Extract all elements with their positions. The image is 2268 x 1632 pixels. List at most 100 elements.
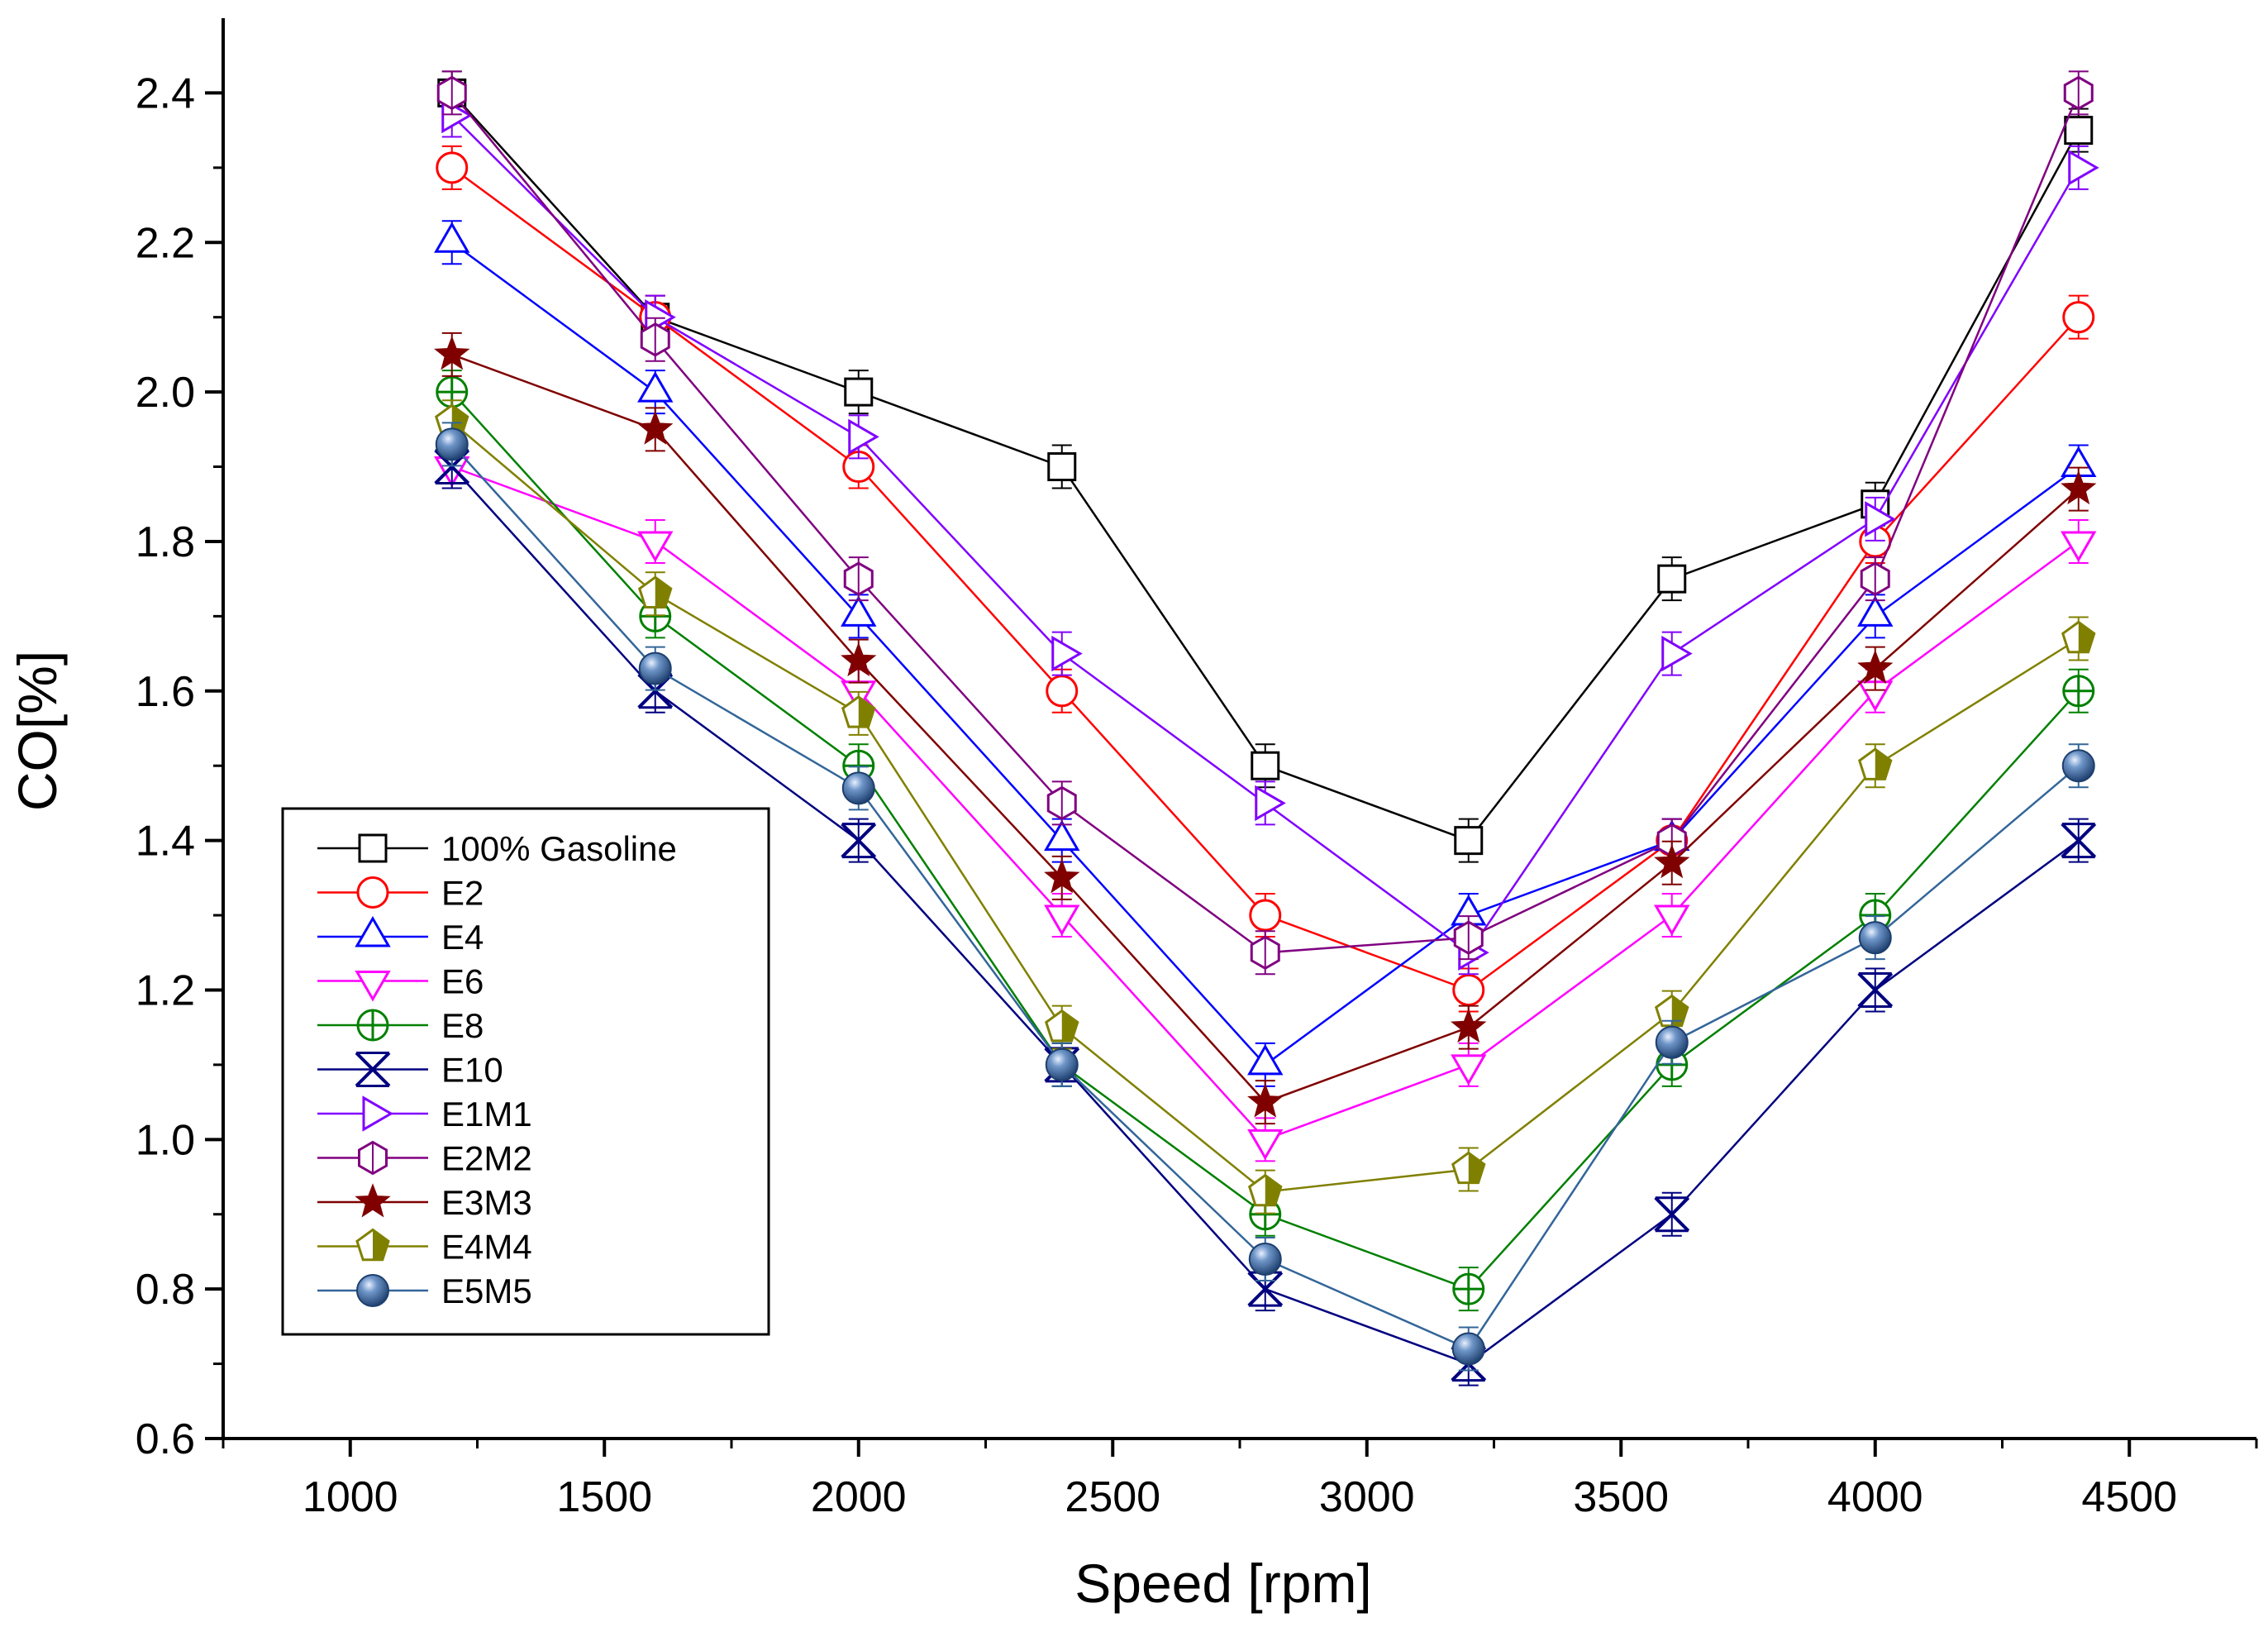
legend-marker — [356, 876, 389, 909]
legend-marker — [355, 971, 391, 1002]
data-point — [1661, 635, 1693, 672]
series-e6 — [434, 444, 2097, 1162]
series-e2m2 — [436, 70, 2094, 976]
legend-label: E4M4 — [441, 1228, 532, 1267]
data-point — [1248, 1242, 1282, 1276]
legend-marker — [355, 916, 391, 947]
data-point — [841, 695, 876, 728]
legend-label: E10 — [441, 1051, 503, 1090]
legend-item-e2m2: E2M2 — [317, 1139, 532, 1178]
x-axis-title: Speed [rpm] — [1074, 1553, 1372, 1614]
data-point — [1454, 826, 1484, 856]
data-point — [2061, 531, 2097, 562]
legend: 100% Gasoline E2 E4 E6 E8 E10 E1M1 E2M2 E3M3 E4M4… — [281, 807, 770, 1336]
y-tick-label: 1.2 — [136, 966, 195, 1014]
data-point — [1655, 1025, 1689, 1059]
data-point — [2064, 116, 2094, 146]
y-tick-label: 1.4 — [136, 818, 195, 866]
y-tick-label: 1.6 — [136, 668, 195, 716]
x-tick-label: 1500 — [556, 1473, 652, 1521]
legend-marker — [358, 1140, 388, 1176]
data-point — [1654, 843, 1690, 879]
data-point — [1044, 904, 1080, 937]
legend-label: 100% Gasoline — [441, 829, 677, 868]
data-point — [1451, 1151, 1486, 1185]
data-point — [434, 336, 470, 370]
legend-label: E4 — [441, 918, 484, 957]
data-point — [1255, 785, 1286, 822]
data-point — [1047, 452, 1077, 482]
x-tick-label: 4000 — [1827, 1473, 1923, 1521]
series-e4m4 — [434, 399, 2096, 1214]
data-point — [638, 651, 672, 685]
legend-label: E6 — [441, 962, 484, 1001]
data-point — [640, 322, 670, 357]
data-point — [1453, 920, 1484, 955]
legend-label: E5M5 — [441, 1272, 532, 1310]
x-axis-ticks: 1000 1500 2000 2500 3000 3500 4000 4500 — [222, 1439, 2258, 1521]
data-point — [1857, 649, 1894, 685]
series-line-100pct-gasoline — [450, 92, 2080, 842]
data-point — [1247, 1083, 1284, 1118]
data-point — [1657, 564, 1687, 594]
legend-item-100pct-gasoline: 100% Gasoline — [317, 829, 677, 868]
y-tick-label: 2.4 — [136, 69, 195, 117]
data-point — [436, 151, 469, 184]
data-point — [434, 222, 470, 253]
data-point — [2061, 470, 2097, 505]
data-point — [1247, 1173, 1283, 1207]
data-point — [637, 371, 674, 403]
series-e5m5 — [435, 422, 2095, 1372]
data-point — [436, 75, 467, 111]
data-point — [1452, 973, 1485, 1006]
data-point — [1857, 747, 1893, 780]
legend-item-e6: E6 — [317, 962, 484, 1002]
data-point — [1045, 1047, 1079, 1081]
data-point — [1865, 501, 1896, 537]
data-point — [2062, 675, 2095, 708]
data-point — [1249, 899, 1282, 932]
y-tick-label: 2.0 — [136, 369, 195, 417]
legend-item-e8: E8 — [317, 1006, 484, 1045]
data-point — [841, 823, 877, 859]
legend-marker — [356, 1009, 389, 1042]
legend-item-e4: E4 — [317, 916, 484, 957]
legend-marker — [358, 833, 388, 863]
data-point — [1251, 751, 1280, 780]
x-tick-label: 2000 — [811, 1473, 907, 1521]
series-100pct-gasoline — [437, 70, 2094, 863]
x-tick-label: 3500 — [1573, 1473, 1669, 1521]
y-axis-title: CO[%] — [7, 651, 68, 811]
y-tick-label: 1.8 — [136, 518, 195, 566]
data-point — [1051, 635, 1083, 672]
legend-label: E2M2 — [441, 1139, 532, 1178]
data-point — [1247, 1129, 1284, 1161]
series-e3m3 — [434, 332, 2097, 1125]
data-point — [2061, 823, 2097, 859]
data-point — [1452, 1272, 1485, 1305]
data-point — [637, 531, 674, 562]
legend-label: E3M3 — [441, 1183, 532, 1222]
legend-item-e10: E10 — [317, 1051, 503, 1090]
y-tick-label: 1.0 — [136, 1116, 195, 1164]
legend-marker — [356, 1274, 389, 1307]
data-point — [843, 561, 874, 596]
series-group — [434, 70, 2099, 1386]
data-point — [2061, 620, 2096, 654]
data-point — [1857, 971, 1894, 1008]
data-point — [1858, 921, 1892, 955]
x-tick-label: 1000 — [303, 1473, 398, 1521]
legend-label: E1M1 — [441, 1095, 532, 1133]
data-point — [1046, 675, 1079, 708]
legend-item-e3m3: E3M3 — [317, 1183, 532, 1222]
data-point — [1044, 819, 1080, 852]
y-tick-label: 2.2 — [136, 219, 195, 267]
legend-item-e5m5: E5M5 — [317, 1272, 532, 1310]
data-point — [637, 575, 673, 608]
data-point — [637, 410, 674, 445]
y-axis-ticks: 0.6 0.8 1.0 1.2 1.4 1.6 1.8 2.0 2.2 2.4 — [136, 69, 223, 1463]
legend-label: E2 — [441, 874, 484, 913]
legend-item-e2: E2 — [317, 874, 484, 913]
data-point — [1654, 1196, 1690, 1233]
